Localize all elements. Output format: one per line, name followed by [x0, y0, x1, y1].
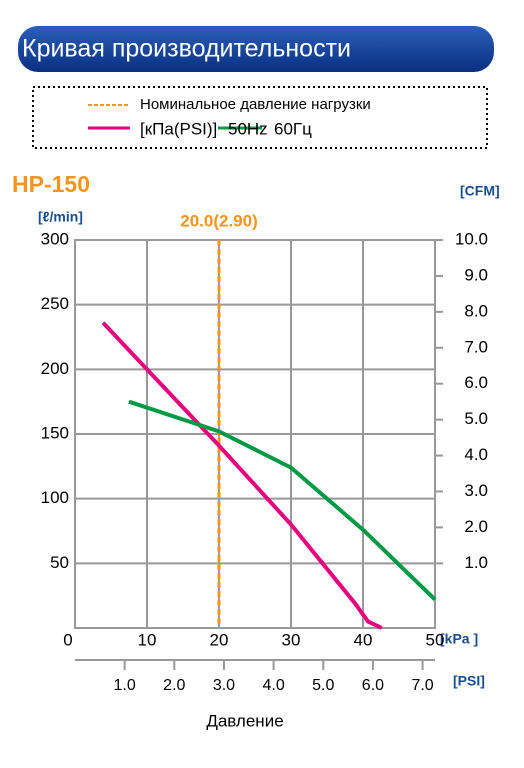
x-tick-label: 30 [282, 630, 301, 649]
x2-tick-label: 3.0 [213, 677, 235, 694]
x2-tick-label: 7.0 [411, 677, 433, 694]
x-tick-label: 20 [210, 630, 229, 649]
x2-axis-unit: [PSI] [453, 673, 485, 689]
chart-title: Кривая производительности [22, 35, 351, 63]
y2-tick-label: 7.0 [464, 337, 488, 356]
y2-tick-label: 6.0 [464, 373, 488, 392]
series-line [128, 399, 437, 601]
x2-tick-label: 5.0 [312, 677, 334, 694]
y-tick-label: 200 [41, 359, 69, 378]
header-bar [18, 26, 494, 72]
reference-label: 20.0(2.90) [180, 211, 258, 230]
y2-tick-label: 8.0 [464, 301, 488, 320]
y-tick-label: 300 [41, 229, 69, 248]
x2-tick-label: 1.0 [114, 677, 136, 694]
x-tick-label: 0 [63, 630, 72, 649]
legend-title: [кПа(PSI)] [140, 119, 217, 138]
y-tick-label: 100 [41, 488, 69, 507]
x2-tick-label: 4.0 [262, 677, 284, 694]
legend-label: 60Гц [274, 119, 312, 138]
y2-tick-label: 9.0 [464, 265, 488, 284]
legend-label: 50Hz [228, 119, 268, 138]
x2-tick-label: 2.0 [163, 677, 185, 694]
x2-tick-label: 6.0 [362, 677, 384, 694]
y2-tick-label: 1.0 [464, 553, 488, 572]
x-axis-unit: [kPa ] [440, 631, 478, 647]
y2-tick-label: 5.0 [464, 409, 488, 428]
y2-tick-label: 4.0 [464, 445, 488, 464]
x-tick-label: 40 [354, 630, 373, 649]
y-tick-label: 150 [41, 423, 69, 442]
y2-axis-label: [CFM] [460, 183, 500, 199]
model-label: HP-150 [12, 171, 90, 197]
legend-label: Номинальное давление нагрузки [140, 96, 371, 113]
series-line [101, 321, 383, 630]
x-tick-label: 50 [426, 630, 445, 649]
legend-box [32, 86, 488, 149]
y2-tick-label: 3.0 [464, 481, 488, 500]
y2-tick-label: 10.0 [455, 229, 488, 248]
y-tick-label: 250 [41, 294, 69, 313]
y-axis-label: [ℓ/min] [38, 209, 83, 225]
x-axis-label: Давление [206, 711, 283, 730]
y-tick-label: 50 [50, 553, 69, 572]
x-tick-label: 10 [138, 630, 157, 649]
y2-tick-label: 2.0 [464, 517, 488, 536]
